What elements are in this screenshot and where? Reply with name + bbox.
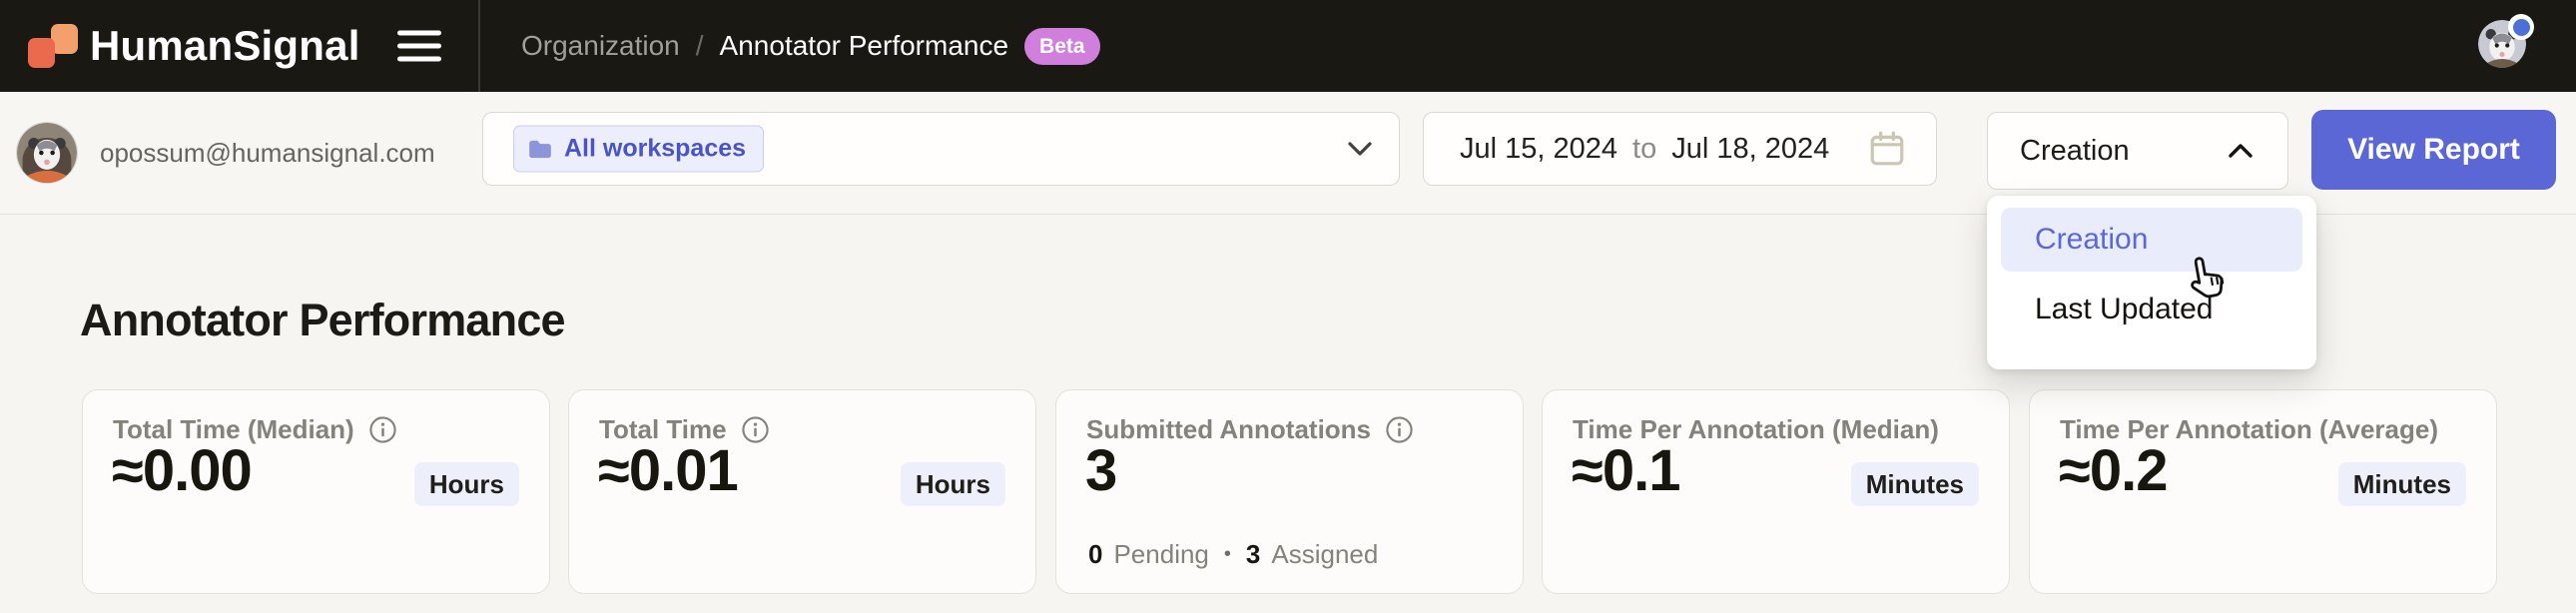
- metric-title: Submitted Annotations: [1086, 414, 1372, 444]
- info-icon[interactable]: [741, 415, 770, 444]
- date-from: Jul 15, 2024: [1460, 132, 1618, 165]
- pending-label: Pending: [1113, 539, 1209, 569]
- breadcrumb-organization[interactable]: Organization: [521, 30, 680, 61]
- chevron-up-icon: [2229, 144, 2253, 158]
- report-filter-bar: opossum@humansignal.com All workspaces J…: [0, 92, 2576, 215]
- metric-value: ≈0.01: [598, 438, 739, 503]
- annotation-breakdown: 0 Pending • 3 Assigned: [1088, 539, 1378, 570]
- breadcrumb-separator: /: [695, 30, 704, 61]
- date-type-selected: Creation: [2020, 134, 2130, 167]
- workspace-chip[interactable]: All workspaces: [513, 125, 765, 173]
- metric-value: ≈0.1: [1572, 438, 1680, 503]
- menu-icon[interactable]: [397, 30, 443, 62]
- page-title: Annotator Performance: [80, 295, 566, 345]
- beta-badge: Beta: [1024, 27, 1100, 65]
- metric-cards: Total Time (Median) ≈0.00 Hours Total Ti…: [82, 389, 2497, 594]
- metric-value: ≈0.00: [112, 438, 253, 503]
- assigned-label: Assigned: [1271, 539, 1379, 569]
- metric-title: Total Time: [599, 414, 727, 444]
- metric-title: Time Per Annotation (Average): [2060, 414, 2438, 444]
- dropdown-option-creation[interactable]: Creation: [2001, 208, 2302, 272]
- info-icon[interactable]: [368, 415, 397, 444]
- topbar-divider: [478, 0, 480, 92]
- info-icon[interactable]: [1385, 415, 1414, 444]
- metric-value: 3: [1085, 438, 1117, 503]
- top-navigation-bar: HumanSignal Organization / Annotator Per…: [0, 0, 2576, 92]
- unit-badge: Minutes: [1850, 462, 1979, 506]
- separator-dot: •: [1223, 543, 1231, 565]
- date-type-dropdown-menu: Creation Last Updated: [1987, 196, 2316, 369]
- humansignal-logo[interactable]: HumanSignal: [28, 0, 360, 92]
- unit-badge: Minutes: [2337, 462, 2466, 506]
- user-email: opossum@humansignal.com: [100, 137, 435, 168]
- opossum-avatar-image: [16, 122, 78, 184]
- current-user: opossum@humansignal.com: [16, 92, 435, 214]
- workspace-chip-label: All workspaces: [564, 134, 747, 163]
- online-status-dot: [2508, 14, 2534, 40]
- date-to: Jul 18, 2024: [1671, 132, 1830, 165]
- metric-value: ≈0.2: [2059, 438, 2168, 503]
- metric-card-total-time-median: Total Time (Median) ≈0.00 Hours: [82, 389, 550, 594]
- report-content: Annotator Performance Total Time (Median…: [0, 215, 2576, 613]
- folder-icon: [529, 140, 551, 158]
- date-type-dropdown[interactable]: Creation: [1987, 112, 2288, 190]
- metric-card-time-per-annotation-average: Time Per Annotation (Average) ≈0.2 Minut…: [2029, 389, 2497, 594]
- calendar-icon: [1870, 131, 1904, 166]
- metric-card-submitted-annotations: Submitted Annotations 3 0 Pending • 3 As…: [1055, 389, 1524, 594]
- user-avatar-small: [16, 122, 78, 184]
- brand-name: HumanSignal: [90, 22, 360, 69]
- breadcrumb: Organization / Annotator Performance Bet…: [521, 0, 1100, 92]
- workspace-selector[interactable]: All workspaces: [482, 112, 1400, 186]
- user-avatar[interactable]: [2478, 14, 2534, 68]
- metric-title: Total Time (Median): [113, 414, 354, 444]
- pending-count: 0: [1088, 539, 1103, 569]
- metric-card-total-time: Total Time ≈0.01 Hours: [568, 389, 1036, 594]
- breadcrumb-current-page: Annotator Performance: [719, 30, 1009, 61]
- humansignal-logo-icon: [28, 24, 78, 68]
- metric-card-time-per-annotation-median: Time Per Annotation (Median) ≈0.1 Minute…: [1542, 389, 2010, 594]
- metric-title: Time Per Annotation (Median): [1573, 414, 1939, 444]
- date-to-label: to: [1632, 132, 1657, 165]
- dropdown-option-last-updated[interactable]: Last Updated: [2035, 293, 2214, 325]
- unit-badge: Hours: [900, 462, 1005, 506]
- view-report-button[interactable]: View Report: [2311, 110, 2556, 190]
- chevron-down-icon: [1348, 142, 1372, 156]
- assigned-count: 3: [1245, 539, 1261, 569]
- date-range-picker[interactable]: Jul 15, 2024 to Jul 18, 2024: [1423, 112, 1937, 186]
- unit-badge: Hours: [413, 462, 519, 506]
